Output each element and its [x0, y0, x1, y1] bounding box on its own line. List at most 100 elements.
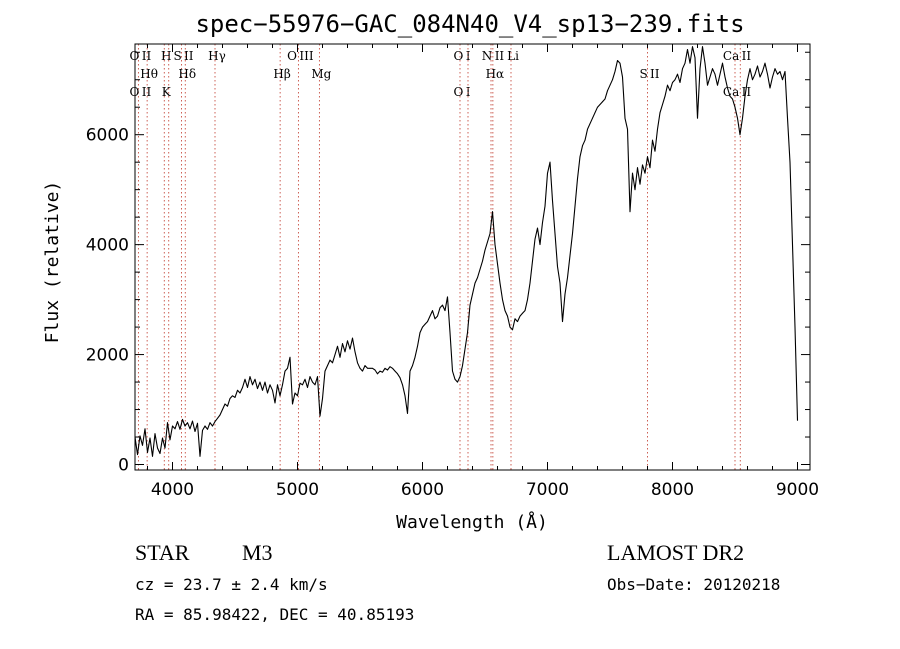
spectrum-point	[354, 351, 356, 353]
spectrum-point	[387, 369, 388, 371]
survey-name: LAMOST DR2	[607, 540, 744, 565]
spectrum-point	[514, 318, 516, 320]
spectral-line-label: Hγ	[208, 49, 226, 63]
spectrum-point	[194, 431, 196, 432]
spectrum-point	[552, 200, 553, 202]
spectrum-point	[352, 337, 353, 339]
spectrum-point	[787, 117, 788, 119]
spectrum-point	[699, 68, 701, 70]
spectrum-point	[269, 384, 271, 386]
spectrum-point	[219, 414, 221, 416]
spectrum-point	[404, 395, 406, 397]
spectrum-point	[637, 167, 638, 169]
spectrum-point	[504, 310, 506, 311]
spectrum-point	[769, 87, 771, 89]
spectrum-point	[344, 351, 346, 353]
spectrum-point	[272, 389, 273, 391]
spectrum-point	[397, 373, 398, 375]
spectrum-point	[222, 409, 223, 410]
spectrum-point	[559, 282, 561, 284]
spectrum-point	[794, 326, 796, 328]
spectrum-point	[429, 315, 431, 317]
spectrum-point	[784, 71, 786, 72]
spectrum-point	[564, 293, 566, 295]
spectrum-point	[719, 73, 721, 75]
spectrum-point	[214, 421, 216, 422]
spectrum-point	[704, 62, 706, 64]
spectrum-point	[589, 123, 591, 125]
spectrum-point	[697, 117, 698, 119]
spectrum-point	[682, 68, 683, 70]
coordinates: RA = 85.98422, DEC = 40.85193	[135, 605, 414, 624]
spectrum-point	[249, 376, 251, 377]
spectrum-point	[174, 428, 176, 430]
spectrum-point	[229, 398, 231, 399]
spectrum-point	[604, 98, 606, 100]
spectrum-point	[627, 128, 628, 130]
object-class: STAR	[135, 540, 190, 565]
spectrum-point	[772, 76, 773, 78]
spectrum-point	[587, 128, 588, 130]
x-tick-label: 5000	[276, 480, 319, 500]
spectrum-point	[209, 422, 211, 424]
spectrum-point	[659, 112, 661, 114]
spectrum-point	[644, 172, 646, 174]
spectrum-point	[314, 384, 316, 386]
spectrum-point	[747, 79, 748, 81]
x-axis: 4000 5000 6000 7000 8000 9000	[147, 44, 819, 500]
spectrum-point	[372, 367, 373, 369]
spectrum-point	[347, 340, 348, 342]
spectrum-point	[729, 95, 731, 97]
spectrum-point	[512, 329, 513, 331]
y-axis: 0 2000 4000 6000	[86, 51, 810, 476]
spectrum-point	[254, 378, 256, 380]
spectrum-point	[679, 82, 681, 83]
spectrum-point	[567, 277, 568, 278]
spectrum-point	[572, 233, 573, 235]
spectrum-point	[184, 425, 186, 427]
spectrum-point	[382, 371, 383, 373]
spectrum-point	[517, 321, 518, 322]
x-tick-label: 7000	[526, 480, 569, 500]
spectral-line-label: Li	[507, 49, 519, 63]
spectrum-point	[607, 90, 608, 92]
spectrum-point	[452, 370, 453, 372]
x-tick-label: 8000	[651, 480, 694, 500]
spectrum-point	[439, 307, 441, 309]
spectrum-point	[302, 384, 303, 386]
spectrum-point	[502, 299, 503, 300]
spectrum-point	[334, 354, 336, 355]
spectrum-point	[624, 117, 626, 119]
spectrum-point	[462, 365, 463, 366]
spectrum-point	[357, 362, 358, 364]
spectrum-point	[459, 376, 461, 377]
spectrum-point	[399, 377, 401, 379]
spectrum-point	[317, 376, 318, 377]
spectrum-point	[379, 370, 381, 372]
spectral-line-label: Hβ	[273, 67, 290, 81]
spectrum-point	[577, 178, 578, 180]
spectrum-point	[634, 189, 636, 191]
spectrum-point	[684, 62, 686, 64]
y-tick-label: 4000	[86, 236, 129, 256]
spectrum-point	[297, 395, 298, 397]
spectrum-point	[362, 370, 363, 372]
spectrum-point	[672, 82, 673, 83]
y-tick-label: 2000	[86, 346, 129, 366]
spectrum-point	[522, 312, 523, 314]
spectrum-point	[774, 68, 776, 70]
spectrum-point	[492, 211, 493, 213]
spectrum-point	[689, 62, 691, 64]
spectrum-point	[392, 367, 393, 369]
spectrum-point	[149, 437, 151, 439]
spectrum-point	[307, 387, 308, 388]
spectrum-point	[664, 95, 666, 97]
spectrum-point	[412, 365, 413, 366]
spectrum-point	[752, 79, 753, 81]
spectrum-point	[529, 282, 531, 284]
spectrum-point	[562, 321, 563, 322]
spectrum-point	[322, 398, 323, 399]
spectrum-point	[169, 439, 171, 441]
spectrum-point	[629, 211, 631, 213]
y-tick-label: 6000	[86, 126, 129, 146]
